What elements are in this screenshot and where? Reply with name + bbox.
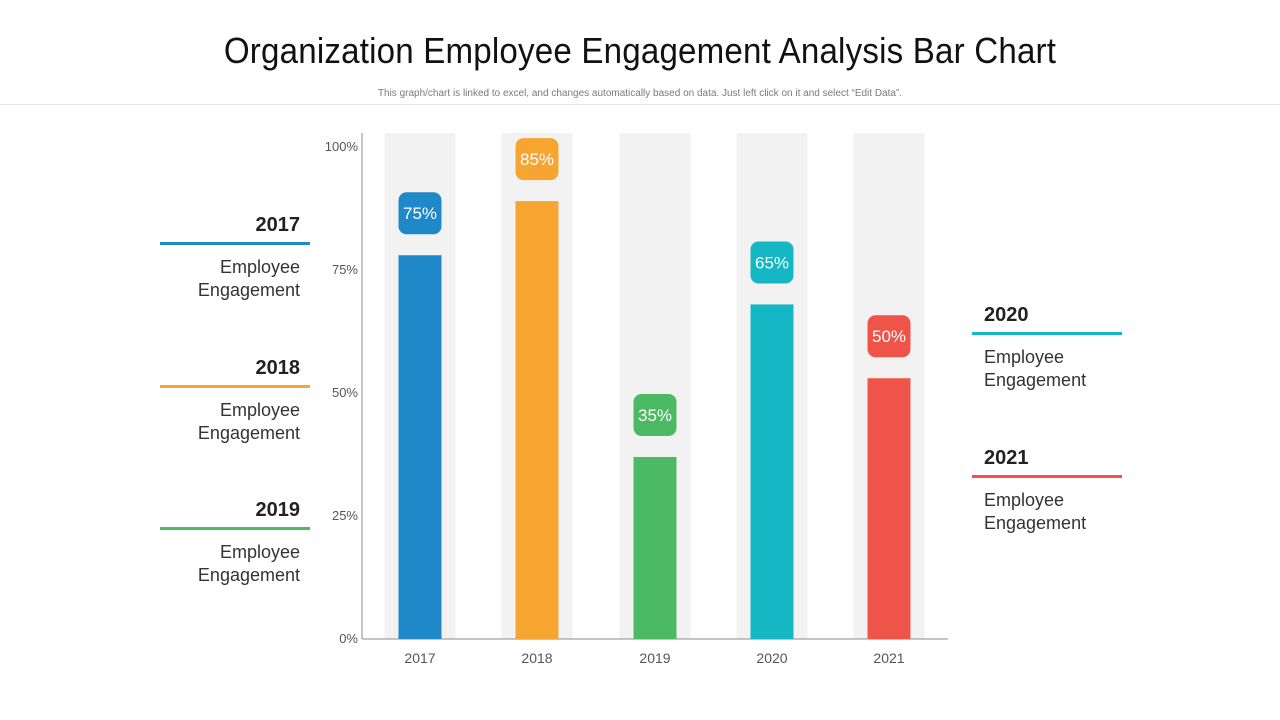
bar-2018[interactable] bbox=[515, 201, 559, 639]
data-label-badge bbox=[398, 192, 442, 235]
bar-2019[interactable] bbox=[633, 456, 677, 639]
data-label-badge bbox=[515, 138, 559, 181]
legend-rule bbox=[972, 475, 1122, 478]
header-divider bbox=[0, 104, 1280, 105]
legend-year: 2019 bbox=[255, 499, 301, 521]
x-tick-label: 2017 bbox=[404, 650, 435, 666]
legend-desc-line: Engagement bbox=[197, 565, 300, 585]
legend-year: 2017 bbox=[255, 214, 301, 236]
legend-desc-line: Engagement bbox=[984, 370, 1087, 390]
chart-title: Organization Employee Engagement Analysi… bbox=[223, 30, 1057, 71]
legend-rule bbox=[160, 385, 310, 388]
x-tick-label: 2018 bbox=[521, 650, 552, 666]
legend-item-2021: 2021 Employee Engagement bbox=[972, 445, 1122, 535]
y-tick-label: 50% bbox=[332, 385, 358, 400]
legend-item-2020: 2020 Employee Engagement bbox=[972, 302, 1122, 392]
bar-2017[interactable] bbox=[398, 255, 442, 640]
data-label: 50% bbox=[872, 327, 906, 346]
legend-rule bbox=[972, 332, 1122, 335]
y-tick-label: 0% bbox=[339, 631, 358, 646]
legend-desc-line: Employee bbox=[219, 257, 300, 277]
y-tick-label: 25% bbox=[332, 508, 358, 523]
chart-subtitle: This graph/chart is linked to excel, and… bbox=[377, 88, 903, 99]
y-tick-label: 100% bbox=[325, 139, 359, 154]
bar-2021[interactable] bbox=[867, 378, 911, 639]
legend-desc-line: Employee bbox=[984, 347, 1065, 367]
x-tick-label: 2019 bbox=[639, 650, 670, 666]
data-label-badge bbox=[867, 315, 911, 358]
data-label-badge bbox=[633, 393, 677, 436]
x-tick-label: 2020 bbox=[756, 650, 787, 666]
data-label: 65% bbox=[755, 253, 789, 272]
legend-description: Employee Engagement bbox=[972, 489, 1122, 535]
legend-desc-line: Engagement bbox=[197, 280, 300, 300]
data-label: 75% bbox=[403, 204, 437, 223]
legend-desc-line: Engagement bbox=[197, 423, 300, 443]
legend-rule bbox=[160, 242, 310, 245]
data-label-badge bbox=[750, 241, 794, 284]
legend-desc-line: Employee bbox=[219, 400, 300, 420]
bar-2020[interactable] bbox=[750, 304, 794, 639]
legend-rule bbox=[160, 527, 310, 530]
legend-description: Employee Engagement bbox=[160, 399, 310, 445]
legend-description: Employee Engagement bbox=[972, 346, 1122, 392]
x-tick-label: 2021 bbox=[873, 650, 904, 666]
legend-year: 2018 bbox=[255, 357, 301, 379]
data-label: 85% bbox=[520, 150, 554, 169]
legend-year: 2021 bbox=[984, 447, 1029, 469]
legend-desc-line: Employee bbox=[219, 542, 300, 562]
legend-desc-line: Engagement bbox=[984, 513, 1087, 533]
legend-year: 2020 bbox=[984, 304, 1029, 326]
legend-desc-line: Employee bbox=[984, 490, 1065, 510]
legend-item-2017: 2017 Employee Engagement bbox=[160, 212, 310, 302]
legend-description: Employee Engagement bbox=[160, 541, 310, 587]
legend-item-2019: 2019 Employee Engagement bbox=[160, 497, 310, 587]
legend-item-2018: 2018 Employee Engagement bbox=[160, 355, 310, 445]
y-tick-label: 75% bbox=[332, 262, 358, 277]
legend-description: Employee Engagement bbox=[160, 256, 310, 302]
data-label: 35% bbox=[638, 406, 672, 425]
